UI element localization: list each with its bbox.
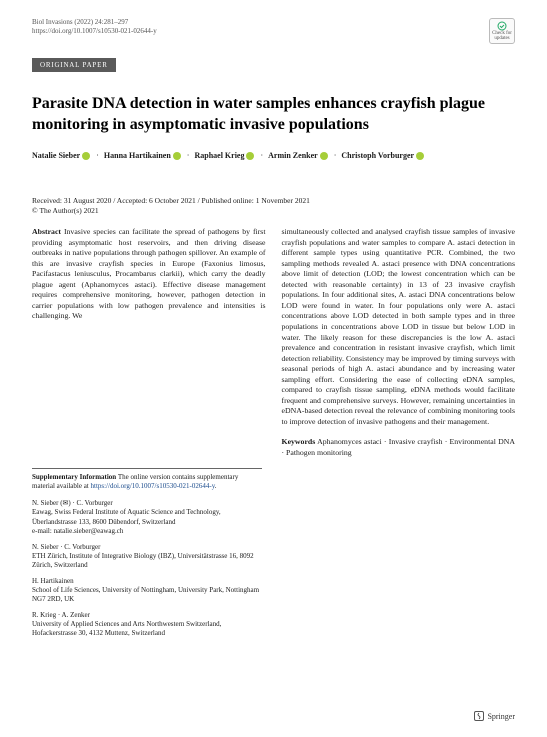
page-header: Biol Invasions (2022) 24:281–297 https:/… bbox=[0, 0, 547, 48]
abstract-col-left: Abstract Invasive species can facilitate… bbox=[32, 227, 266, 458]
affil-address: University of Applied Sciences and Arts … bbox=[32, 620, 262, 638]
keywords-text: Aphanomyces astaci · Invasive crayfish ·… bbox=[282, 437, 515, 457]
affil-email: e-mail: natalie.sieber@eawag.ch bbox=[32, 527, 262, 536]
author: Armin Zenker bbox=[268, 150, 331, 162]
affiliation: N. Sieber · C. Vorburger ETH Zürich, Ins… bbox=[32, 543, 262, 570]
abstract-text-1: Invasive species can facilitate the spre… bbox=[32, 227, 266, 320]
keywords-label: Keywords bbox=[282, 437, 316, 446]
journal-ref: Biol Invasions (2022) 24:281–297 bbox=[32, 18, 157, 27]
orcid-icon[interactable] bbox=[246, 152, 254, 160]
orcid-icon[interactable] bbox=[320, 152, 328, 160]
publisher-name: Springer bbox=[487, 712, 515, 721]
article-dates: Received: 31 August 2020 / Accepted: 6 O… bbox=[32, 196, 515, 206]
abstract-text-2: simultaneously collected and analysed cr… bbox=[282, 227, 516, 425]
author: Hanna Hartikainen bbox=[104, 150, 184, 162]
copyright: © The Author(s) 2021 bbox=[32, 206, 515, 215]
affiliation: H. Hartikainen School of Life Sciences, … bbox=[32, 577, 262, 604]
abstract-col-right: simultaneously collected and analysed cr… bbox=[282, 227, 516, 458]
supp-label: Supplementary Information bbox=[32, 473, 116, 481]
author: Raphael Krieg bbox=[194, 150, 257, 162]
check-updates-icon: Check for updates bbox=[489, 18, 515, 44]
affil-names: N. Sieber (✉) · C. Vorburger bbox=[32, 499, 262, 508]
affil-address: School of Life Sciences, University of N… bbox=[32, 586, 262, 604]
affiliation: R. Krieg · A. Zenker University of Appli… bbox=[32, 611, 262, 638]
supp-link[interactable]: https://doi.org/10.1007/s10530-021-02644… bbox=[91, 482, 215, 490]
affil-names: N. Sieber · C. Vorburger bbox=[32, 543, 262, 552]
author: Natalie Sieber bbox=[32, 150, 93, 162]
article-title: Parasite DNA detection in water samples … bbox=[32, 94, 515, 136]
abstract-label: Abstract bbox=[32, 227, 61, 236]
affiliation: N. Sieber (✉) · C. Vorburger Eawag, Swis… bbox=[32, 499, 262, 535]
keywords: Keywords Aphanomyces astaci · Invasive c… bbox=[282, 437, 516, 458]
author-list: Natalie Sieber· Hanna Hartikainen· Rapha… bbox=[32, 150, 515, 162]
affil-names: R. Krieg · A. Zenker bbox=[32, 611, 262, 620]
section-tag: ORIGINAL PAPER bbox=[32, 58, 116, 72]
journal-meta: Biol Invasions (2022) 24:281–297 https:/… bbox=[32, 18, 157, 36]
updates-badge[interactable]: Check for updates bbox=[489, 18, 515, 44]
orcid-icon[interactable] bbox=[173, 152, 181, 160]
publisher-logo: Springer bbox=[474, 711, 515, 721]
orcid-icon[interactable] bbox=[82, 152, 90, 160]
orcid-icon[interactable] bbox=[416, 152, 424, 160]
affiliations: N. Sieber (✉) · C. Vorburger Eawag, Swis… bbox=[32, 499, 262, 638]
affil-names: H. Hartikainen bbox=[32, 577, 262, 586]
abstract-columns: Abstract Invasive species can facilitate… bbox=[32, 227, 515, 458]
doi: https://doi.org/10.1007/s10530-021-02644… bbox=[32, 27, 157, 36]
affil-address: ETH Zürich, Institute of Integrative Bio… bbox=[32, 552, 262, 570]
supplementary-info: Supplementary Information The online ver… bbox=[32, 468, 262, 491]
springer-icon bbox=[474, 711, 484, 721]
affil-address: Eawag, Swiss Federal Institute of Aquati… bbox=[32, 508, 262, 526]
author: Christoph Vorburger bbox=[341, 150, 427, 162]
